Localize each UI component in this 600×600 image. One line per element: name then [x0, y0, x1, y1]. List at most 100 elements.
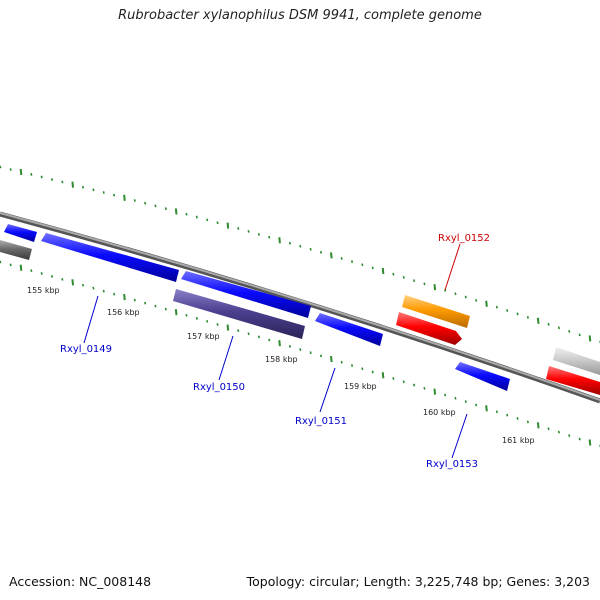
tick-mark — [195, 316, 198, 320]
gene-arrow-rxyl-0150[interactable] — [181, 271, 311, 318]
tick-mark — [216, 221, 219, 225]
tick-mark — [257, 232, 260, 236]
tick-label-159: 159 kbp — [344, 382, 377, 391]
tick-mark — [185, 313, 188, 317]
tick-mark — [516, 312, 519, 316]
tick-mark — [475, 298, 478, 302]
tick-mark — [185, 212, 188, 216]
tick-mark — [350, 260, 354, 263]
tick-mark — [133, 298, 136, 302]
tick-mark — [319, 250, 323, 254]
gene-label-rxyl-0150[interactable]: Rxyl_0150 — [193, 382, 245, 393]
tick-mark — [340, 257, 343, 260]
tick-mark — [19, 168, 23, 176]
tick-mark — [123, 194, 126, 201]
tick-mark — [495, 410, 498, 414]
tick-mark — [330, 252, 333, 259]
tick-mark — [444, 393, 447, 397]
tick-mark — [247, 332, 250, 336]
tick-mark — [392, 272, 395, 276]
tick-mark — [144, 201, 147, 205]
tick-mark — [102, 191, 105, 194]
tick-mark — [319, 354, 323, 358]
gene-bar-gray-left[interactable] — [0, 240, 32, 260]
gene-arrow-reverse-1[interactable] — [396, 312, 462, 345]
gene-arrow-rxyl-0153[interactable] — [455, 362, 510, 391]
gene-label-rxyl-0153[interactable]: Rxyl_0153 — [426, 459, 478, 470]
leader-line-rxyl-0150 — [218, 335, 234, 381]
tick-mark — [423, 386, 426, 390]
tick-mark — [237, 227, 240, 230]
gene-arrow-rxyl-0151[interactable] — [315, 313, 383, 346]
tick-mark — [309, 351, 312, 355]
tick-mark — [340, 360, 343, 364]
gene-label-rxyl-0151[interactable]: Rxyl_0151 — [295, 416, 347, 427]
tick-mark — [71, 279, 75, 286]
tick-mark — [278, 237, 281, 244]
tick-mark — [568, 329, 571, 333]
gene-bar-rxyl-0150-pseudo[interactable] — [173, 289, 305, 339]
tick-mark — [547, 322, 550, 326]
tick-mark — [330, 355, 333, 363]
tick-mark — [206, 218, 209, 222]
tick-mark — [268, 235, 271, 239]
tick-mark — [154, 204, 157, 208]
tick-mark — [9, 168, 12, 171]
tick-mark — [237, 329, 240, 333]
tick-mark — [81, 185, 85, 189]
tick-mark — [557, 430, 560, 434]
tick-mark — [174, 309, 178, 316]
genome-title: Rubrobacter xylanophilus DSM 9941, compl… — [118, 8, 482, 23]
tick-mark — [361, 263, 364, 267]
inner-tick-ring — [0, 260, 600, 448]
tick-mark — [0, 260, 2, 264]
gene-arrow-reverse-2[interactable] — [546, 366, 600, 395]
tick-label-156: 156 kbp — [107, 308, 140, 317]
tick-mark — [50, 178, 54, 181]
tick-mark — [19, 264, 23, 271]
tick-mark — [174, 208, 178, 215]
gene-arrow-edge-left[interactable] — [4, 224, 37, 242]
gene-label-rxyl-0152[interactable]: Rxyl_0152 — [438, 233, 490, 244]
tick-mark — [50, 275, 54, 278]
tick-mark — [464, 400, 467, 404]
genome-backbone-highlight — [0, 212, 600, 401]
tick-mark — [40, 175, 43, 179]
tick-mark — [257, 335, 260, 339]
tick-mark — [413, 383, 416, 387]
tick-label-158: 158 kbp — [265, 355, 298, 364]
tick-mark — [164, 307, 167, 311]
tick-mark — [588, 439, 592, 446]
tick-mark — [536, 422, 540, 429]
tick-mark — [299, 244, 302, 248]
outer-tick-ring — [0, 165, 600, 344]
tick-mark — [454, 292, 457, 296]
tick-mark — [475, 403, 478, 407]
leader-line-rxyl-0153 — [451, 413, 468, 459]
tick-mark — [464, 295, 467, 299]
gene-arrow-rxyl-0149[interactable] — [41, 233, 179, 282]
tick-mark — [568, 434, 571, 437]
tick-mark — [371, 266, 374, 270]
tick-mark — [433, 388, 437, 395]
tick-mark — [61, 277, 64, 281]
tick-mark — [381, 267, 385, 275]
tick-mark — [485, 300, 488, 307]
tick-mark — [413, 279, 416, 283]
tick-mark — [61, 180, 64, 184]
tick-mark — [92, 286, 95, 290]
tick-mark — [278, 340, 281, 347]
tick-mark — [195, 215, 198, 219]
gene-bar-rxyl-0152[interactable] — [402, 295, 470, 328]
leader-line-rxyl-0149 — [83, 295, 99, 344]
tick-mark — [113, 193, 116, 197]
tick-mark — [247, 230, 250, 233]
tick-mark — [402, 380, 405, 384]
gene-bar-light-right[interactable] — [553, 347, 600, 375]
tick-mark — [0, 165, 2, 169]
tick-mark — [40, 272, 43, 275]
tick-mark — [485, 405, 488, 412]
tick-mark — [144, 301, 147, 305]
gene-label-rxyl-0149[interactable]: Rxyl_0149 — [60, 344, 112, 355]
